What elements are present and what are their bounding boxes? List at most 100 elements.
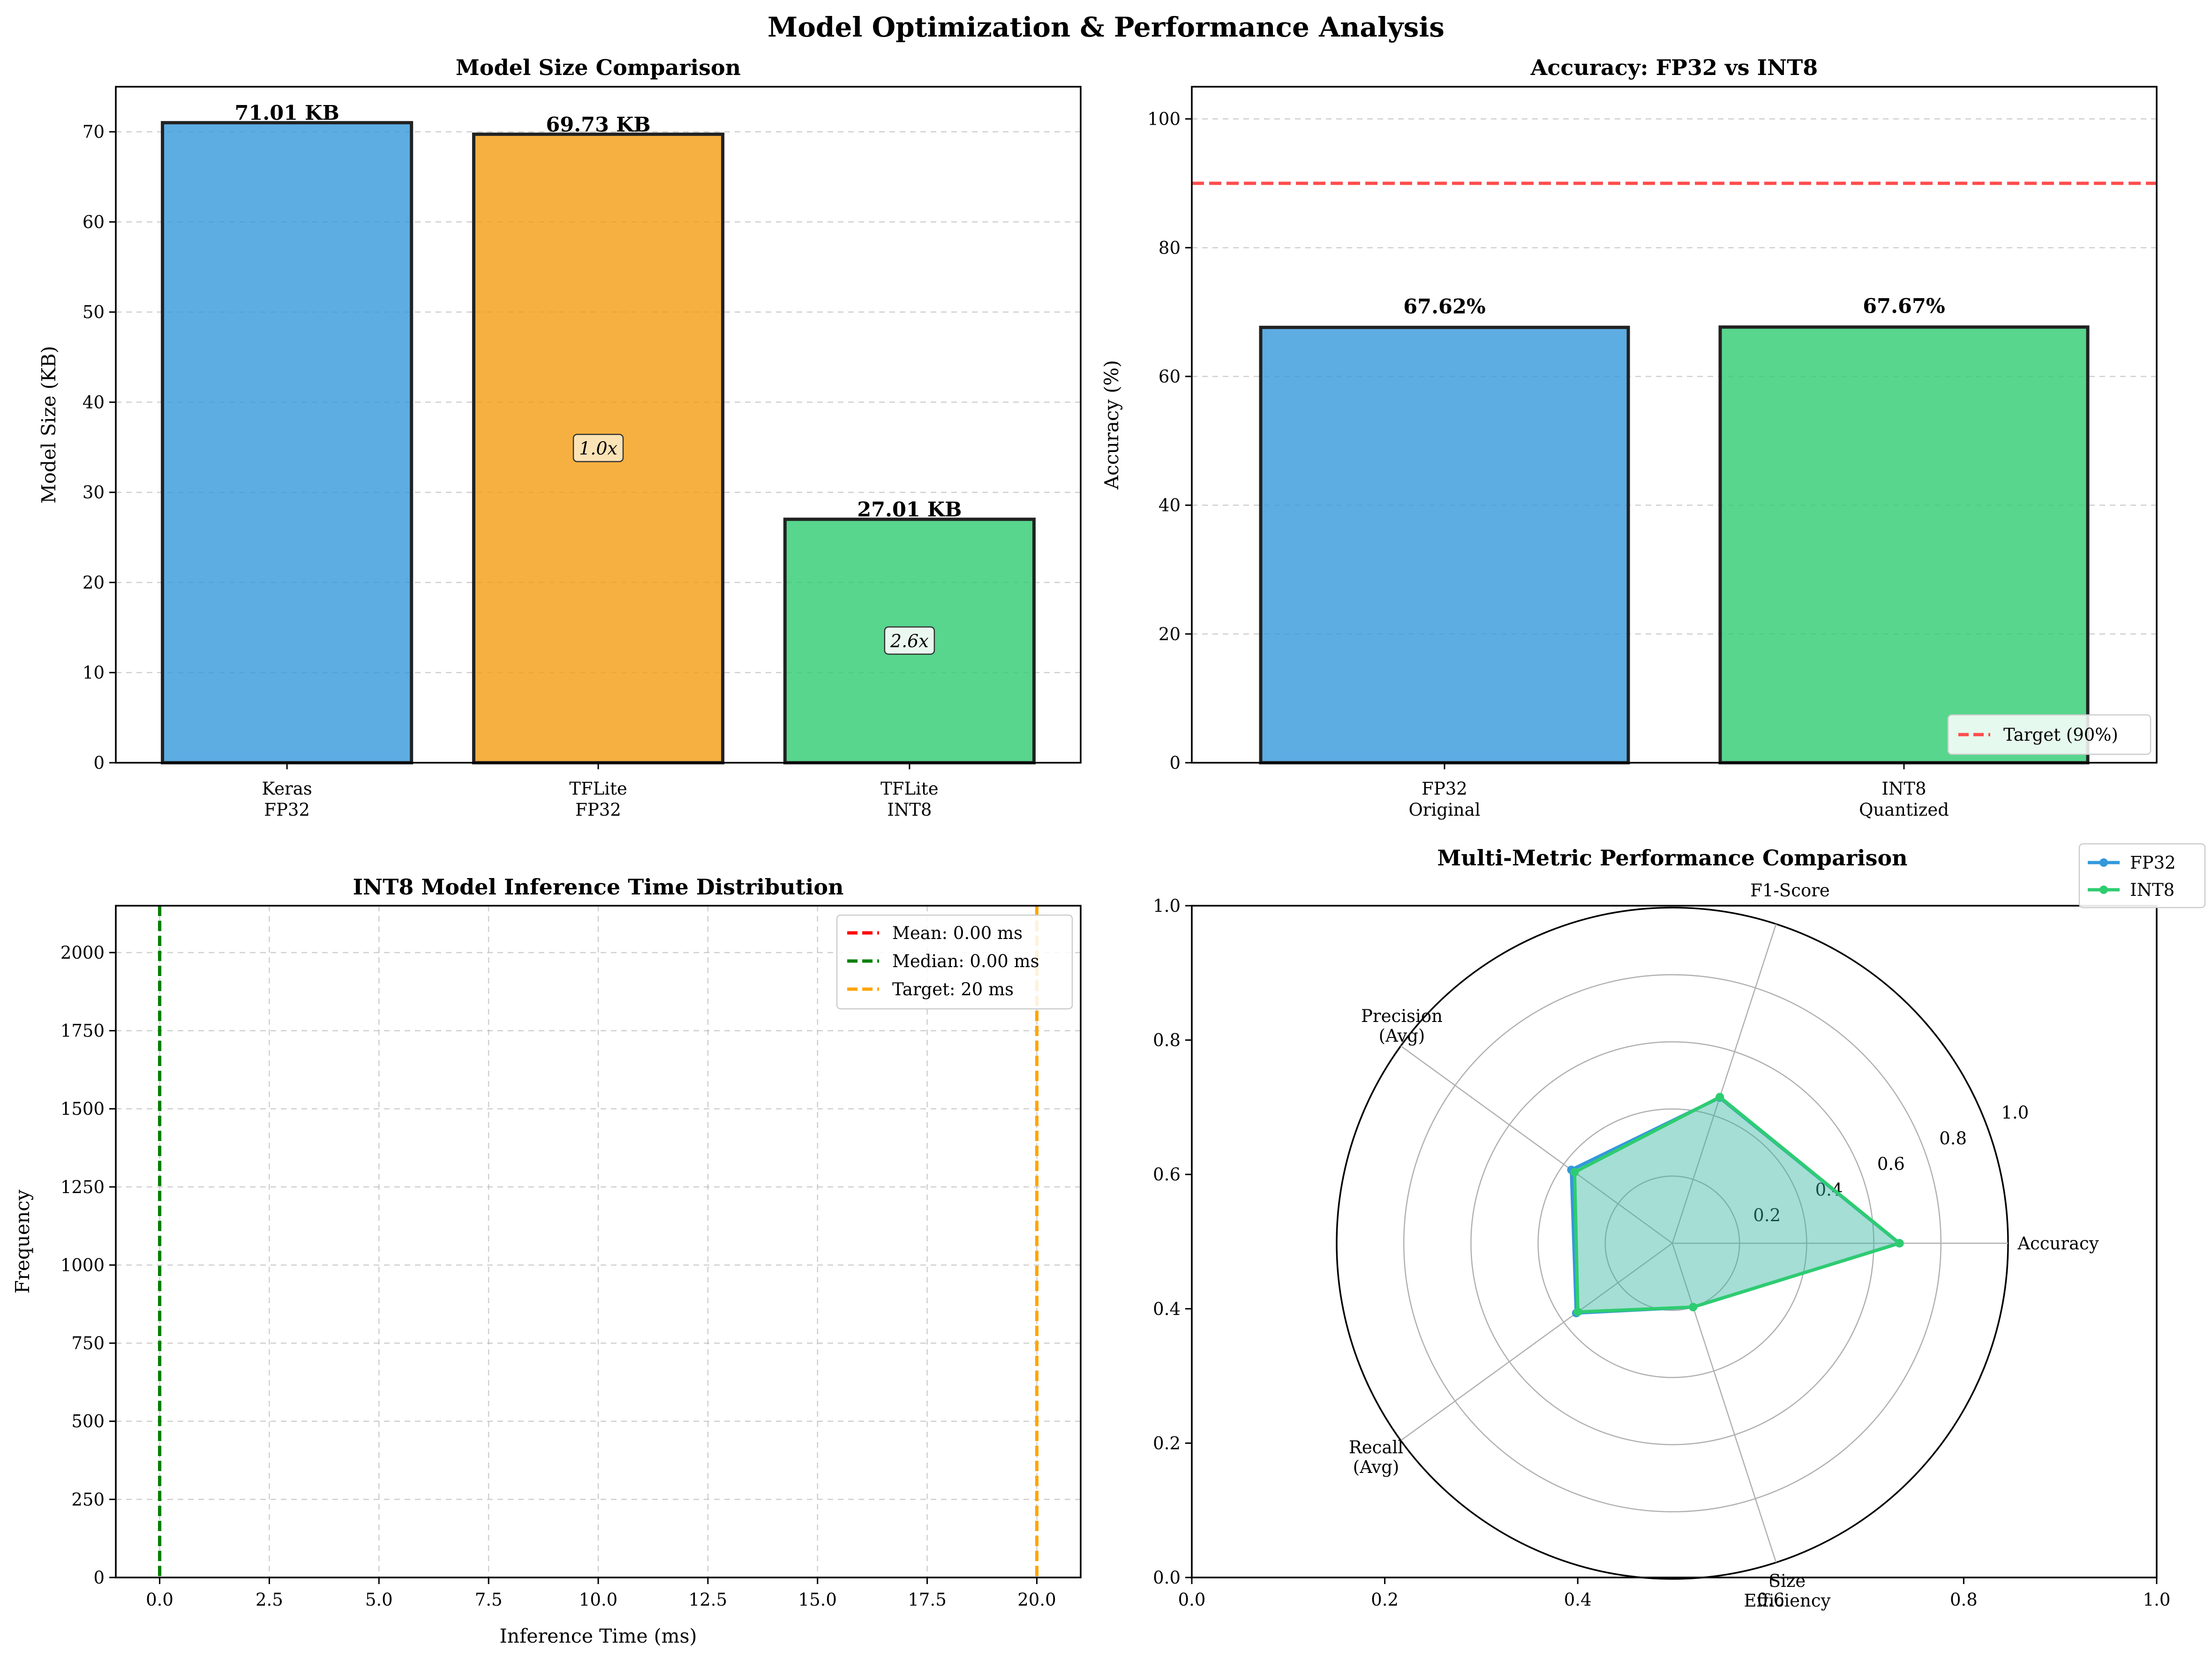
y-tick-label: 0.6 — [1153, 1164, 1181, 1185]
x-tick-label: 17.5 — [908, 1590, 946, 1610]
y-tick-label: 1250 — [60, 1177, 105, 1197]
bar-value-label: 67.62% — [1403, 295, 1486, 318]
radial-tick-label: 0.6 — [1877, 1154, 1905, 1174]
x-tick-label-line: Original — [1408, 800, 1480, 820]
panel-title: Accuracy: FP32 vs INT8 — [1530, 55, 1818, 80]
plot-frame — [1191, 905, 2158, 1578]
x-tick-label: 0.2 — [1371, 1590, 1399, 1610]
legend-label: FP32 — [2130, 853, 2176, 873]
y-tick-label: 60 — [1159, 367, 1181, 387]
x-tick-label: 0.0 — [1178, 1590, 1206, 1610]
inference-time-chart: 0 250 500 750 1000 1250 1500 1750 2000 0.0 2.5 5.0 7… — [11, 874, 1082, 1647]
radar-area — [1571, 1097, 1899, 1313]
x-tick-label: 12.5 — [689, 1590, 727, 1610]
x-tick-label: Keras FP32 — [262, 779, 312, 820]
bar — [1718, 325, 2090, 765]
radar-point — [1895, 1239, 1904, 1247]
plot-frame — [115, 86, 1082, 764]
bar-value-label: 71.01 KB — [234, 102, 339, 125]
radar-axis-label: Accuracy — [2017, 1233, 2099, 1254]
ratio-badge — [572, 434, 624, 462]
radar-spoke — [1671, 924, 1777, 1244]
x-tick-label-line: INT8 — [887, 800, 932, 820]
radar-axis-label-line: (Avg) — [1353, 1457, 1399, 1477]
x-tick-label: 15.0 — [798, 1590, 837, 1610]
ratio-badge — [884, 626, 935, 655]
legend-marker — [2099, 886, 2108, 894]
y-tick-label: 30 — [83, 482, 105, 503]
y-tick-label: 0 — [93, 753, 105, 773]
x-tick-label-line: FP32 — [264, 800, 310, 820]
bar-value-label: 67.67% — [1863, 295, 1945, 318]
x-tick-label: FP32 Original — [1408, 779, 1480, 820]
panel-title: Model Size Comparison — [456, 55, 741, 80]
radar-point — [1715, 1093, 1724, 1102]
x-tick-label: 1.0 — [2143, 1590, 2171, 1610]
panel-title: Multi-Metric Performance Comparison — [1437, 845, 1907, 871]
ratio-label: 2.6x — [890, 631, 929, 651]
radar-axis-label: Size Efficiency — [1744, 1571, 1830, 1611]
radial-tick-label: 0.4 — [1815, 1179, 1843, 1200]
radar-spoke — [1400, 1045, 1673, 1244]
legend-label: Mean: 0.00 ms — [892, 923, 1023, 943]
radar-point — [1570, 1168, 1579, 1177]
x-tick-label-line: TFLite — [569, 779, 627, 799]
radar-spoke — [1400, 1242, 1673, 1441]
plot-frame — [115, 905, 1082, 1578]
y-tick-label: 750 — [71, 1333, 105, 1353]
y-tick-label: 1750 — [60, 1021, 105, 1041]
radar-spoke — [1671, 1243, 1777, 1563]
legend-box — [1947, 714, 2152, 755]
y-tick-label: 0.2 — [1153, 1433, 1181, 1453]
y-tick-label: 20 — [1159, 624, 1181, 644]
y-tick-label: 40 — [1159, 496, 1181, 516]
x-tick-label: TFLite INT8 — [880, 779, 939, 820]
y-tick-label: 250 — [71, 1489, 105, 1510]
x-tick-label: 2.5 — [256, 1590, 283, 1610]
y-tick-label: 0.8 — [1153, 1030, 1181, 1051]
legend-label: Median: 0.00 ms — [892, 951, 1039, 971]
x-tick-label: 20.0 — [1017, 1590, 1056, 1610]
radar-axis-label-line: Efficiency — [1744, 1591, 1830, 1611]
y-tick-label: 20 — [83, 572, 105, 593]
x-tick-label-line: Keras — [262, 779, 312, 799]
bar — [1259, 325, 1630, 765]
y-tick-label: 0.4 — [1153, 1299, 1181, 1319]
x-tick-label-line: FP32 — [1422, 779, 1467, 799]
x-tick-label: 0.0 — [146, 1590, 173, 1610]
legend-box — [2078, 843, 2206, 909]
radar-axis-label-line: Precision — [1361, 1006, 1443, 1026]
radar-series-line — [1572, 1095, 1903, 1314]
bar — [472, 132, 725, 765]
y-tick-label: 0 — [93, 1568, 105, 1588]
radar-axis-label: Precision (Avg) — [1361, 1006, 1443, 1046]
radar-axis-label: F1-Score — [1750, 880, 1830, 901]
y-axis-label: Frequency — [11, 1189, 34, 1294]
x-tick-label: 0.4 — [1564, 1590, 1592, 1610]
radar-point — [1573, 1307, 1582, 1316]
x-tick-label-line: TFLite — [880, 779, 939, 799]
panel-title: INT8 Model Inference Time Distribution — [353, 874, 844, 900]
x-tick-label: TFLite FP32 — [569, 779, 627, 820]
y-tick-label: 0.0 — [1153, 1568, 1181, 1588]
x-tick-label-line: INT8 — [1881, 779, 1926, 799]
bar — [161, 121, 414, 765]
y-tick-label: 60 — [83, 212, 105, 232]
x-tick-label: 0.6 — [1757, 1590, 1784, 1610]
x-tick-label: 0.8 — [1950, 1590, 1978, 1610]
y-axis-label: Model Size (KB) — [38, 346, 60, 503]
x-axis-label: Inference Time (ms) — [499, 1625, 697, 1647]
radar-axis-label-line: Size — [1769, 1571, 1806, 1591]
radial-tick-label: 0.8 — [1939, 1128, 1967, 1149]
x-tick-label-line: Quantized — [1859, 800, 1949, 820]
y-tick-label: 40 — [83, 392, 105, 413]
legend-label: Target: 20 ms — [892, 979, 1014, 999]
accuracy-chart: 0 20 40 60 80 100 67.62% FP32 Original 67.67% INT8… — [1100, 55, 2158, 820]
y-tick-label: 0 — [1169, 753, 1181, 773]
x-tick-label: 5.0 — [365, 1590, 393, 1610]
radial-tick-label: 0.2 — [1753, 1205, 1781, 1225]
figure-title: Model Optimization & Performance Analysi… — [767, 11, 1445, 43]
radar-axis-label: Recall (Avg) — [1349, 1437, 1403, 1477]
radar-point — [1689, 1303, 1698, 1312]
